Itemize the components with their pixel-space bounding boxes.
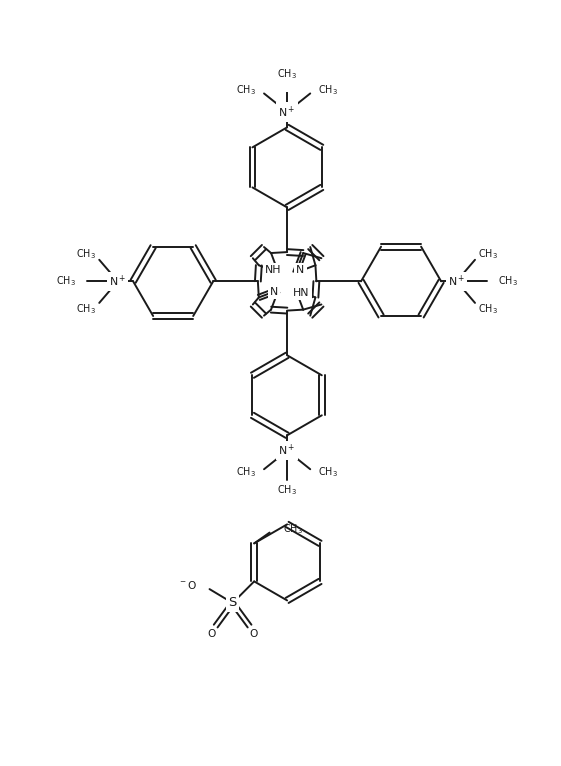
Text: N$^+$: N$^+$	[278, 104, 296, 119]
Text: CH$_3$: CH$_3$	[283, 522, 304, 536]
Text: HN: HN	[293, 288, 310, 298]
Text: S: S	[228, 597, 237, 610]
Text: O: O	[208, 629, 216, 639]
Text: $^-$O: $^-$O	[178, 579, 197, 591]
Text: CH$_3$: CH$_3$	[56, 274, 76, 288]
Text: CH$_3$: CH$_3$	[318, 83, 338, 97]
Text: CH$_3$: CH$_3$	[237, 466, 256, 480]
Text: NH: NH	[265, 265, 281, 275]
Text: O: O	[249, 629, 257, 639]
Text: CH$_3$: CH$_3$	[318, 466, 338, 480]
Text: N$^+$: N$^+$	[448, 273, 465, 289]
Text: CH$_3$: CH$_3$	[478, 302, 498, 316]
Text: CH$_3$: CH$_3$	[237, 83, 256, 97]
Text: CH$_3$: CH$_3$	[277, 67, 297, 81]
Text: N$^+$: N$^+$	[278, 443, 296, 458]
Text: CH$_3$: CH$_3$	[76, 247, 96, 260]
Text: N$^+$: N$^+$	[109, 273, 126, 289]
Text: CH$_3$: CH$_3$	[277, 483, 297, 497]
Text: CH$_3$: CH$_3$	[478, 247, 498, 260]
Text: CH$_3$: CH$_3$	[498, 274, 518, 288]
Text: CH$_3$: CH$_3$	[76, 302, 96, 316]
Text: N: N	[270, 287, 278, 297]
Text: N: N	[296, 264, 305, 274]
